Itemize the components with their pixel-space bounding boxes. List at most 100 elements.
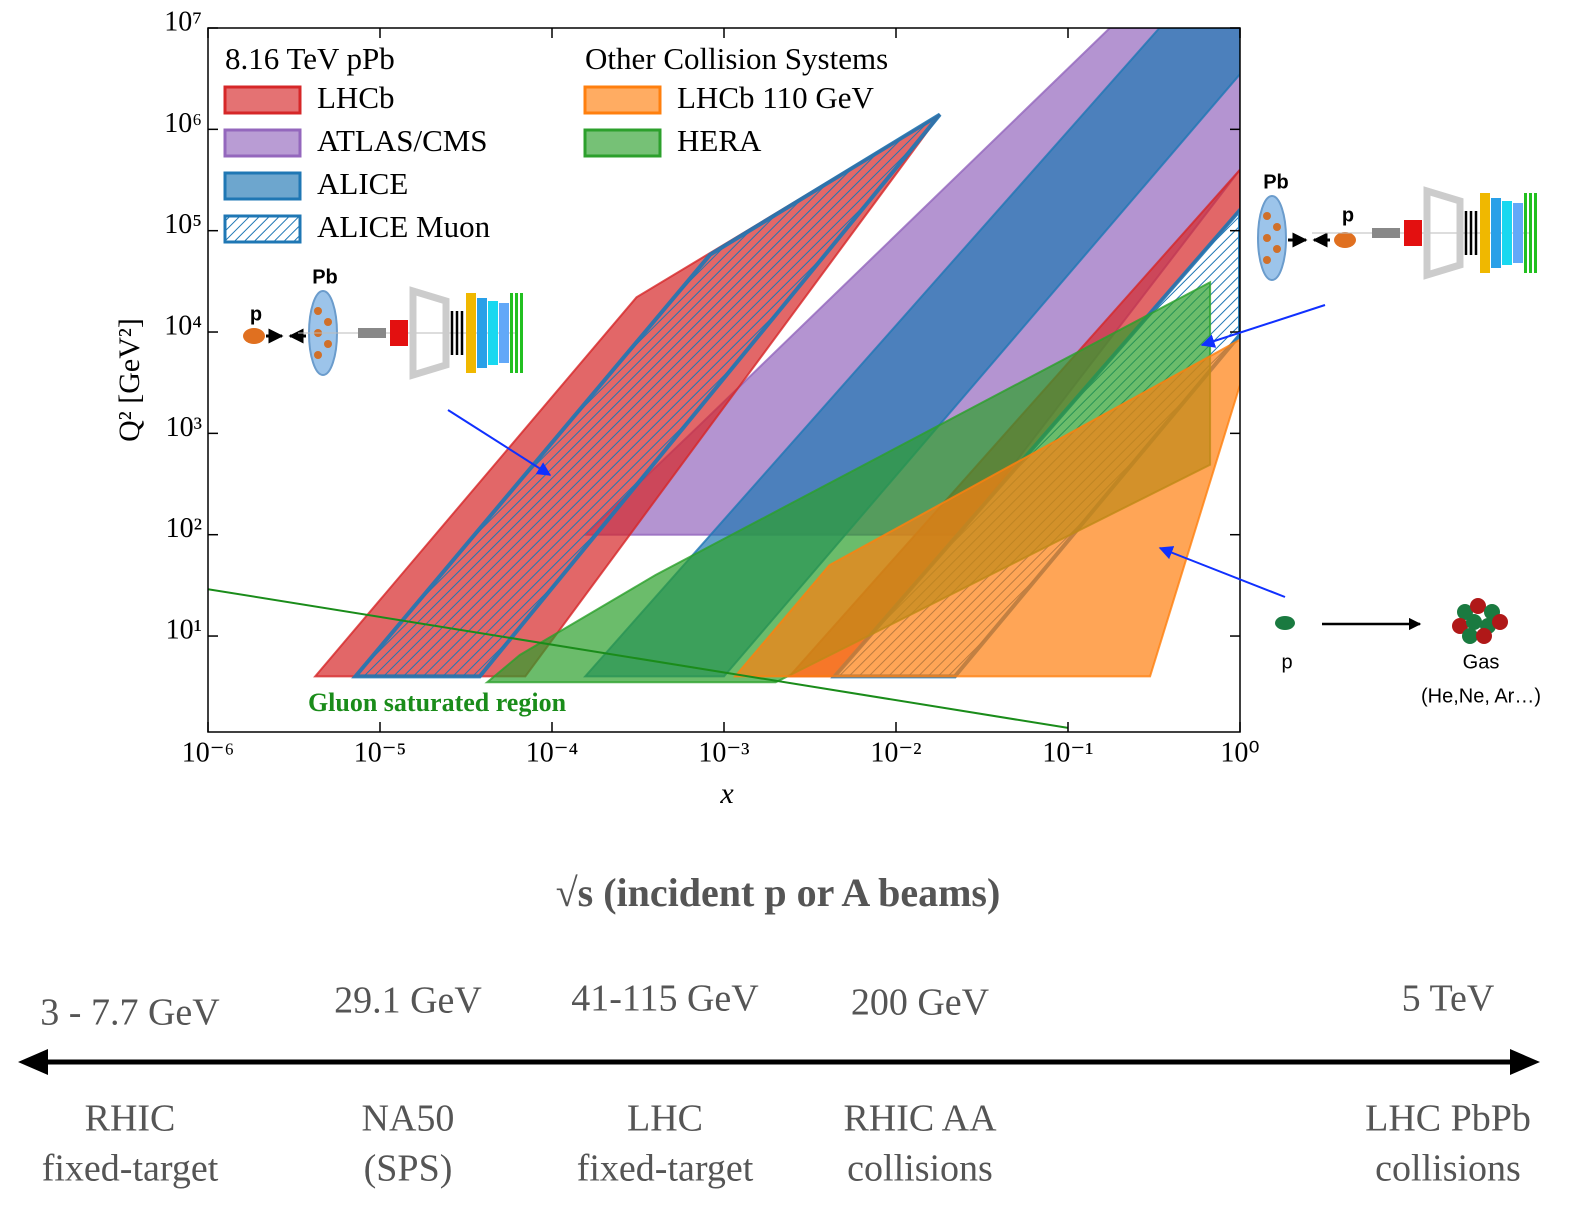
y-tick-label: 10¹ (166, 614, 202, 645)
diagram-label: p (250, 303, 262, 325)
diagram-label: (He,Ne, Ar…) (1421, 685, 1541, 707)
nucleon (314, 307, 322, 315)
nucleon (1273, 223, 1281, 231)
legend-swatch (223, 214, 302, 244)
pointer-arrow (1158, 546, 1286, 598)
proton (1334, 232, 1356, 248)
facility-label: LHC PbPb (1365, 1098, 1531, 1140)
legend-swatch (583, 85, 662, 115)
facility-label: LHC (627, 1098, 703, 1140)
muon-station (1524, 193, 1527, 273)
legend-label: ATLAS/CMS (317, 123, 488, 158)
x-tick-label: 10⁻² (870, 737, 921, 768)
x-tick-label: 10⁻⁵ (354, 737, 407, 768)
region (732, 338, 1240, 678)
y-tick-label: 10³ (166, 412, 202, 443)
muon-station (1529, 193, 1532, 273)
y-tick-label: 10⁷ (164, 6, 202, 37)
legend-swatch (223, 85, 302, 115)
facility-label: fixed-target (577, 1148, 754, 1190)
boundary-line (208, 588, 1069, 729)
diagram-label: Pb (312, 266, 338, 288)
diagram-label: Pb (1263, 171, 1289, 193)
nucleon (1263, 256, 1271, 264)
proton (1275, 616, 1295, 630)
facility-label: collisions (1375, 1148, 1521, 1190)
plot-area: Gluon saturated region 10⁻⁶ 10⁻⁵ 10⁻⁴ 10⁻³ 10… (164, 6, 1259, 768)
diagram-label: p (1281, 651, 1292, 673)
detector-bar (477, 298, 487, 368)
x-tick-label: 10⁻⁶ (182, 737, 235, 768)
dipole (1423, 186, 1464, 280)
proton (243, 328, 265, 344)
energy-label: 41-115 GeV (571, 978, 759, 1020)
absorber (1372, 228, 1400, 238)
facility-label: fixed-target (42, 1148, 219, 1190)
nucleon (324, 340, 332, 348)
muon-station (515, 293, 518, 373)
magnet (1404, 220, 1422, 246)
nucleon (324, 318, 332, 326)
legend-swatch (223, 128, 302, 158)
detector-bar (1491, 198, 1501, 268)
energy-label: 3 - 7.7 GeV (40, 992, 220, 1034)
diagram-label: p (1342, 204, 1354, 226)
nucleon (1263, 212, 1271, 220)
nucleus-part (1466, 614, 1482, 630)
legend-swatch (583, 128, 662, 158)
legend-label: ALICE Muon (317, 209, 491, 244)
legend-label: LHCb (317, 80, 395, 115)
facility-label: RHIC (85, 1098, 176, 1140)
nucleon (314, 351, 322, 359)
energy-label: 29.1 GeV (334, 980, 482, 1022)
x-axis-label: x (719, 777, 734, 810)
diagram-label: Gas (1463, 651, 1500, 673)
facility-label: collisions (847, 1148, 993, 1190)
detector-bar (499, 303, 509, 363)
nucleon (1263, 234, 1271, 242)
lead-ion (1257, 195, 1287, 281)
dipole (409, 286, 450, 380)
muon-station (1534, 193, 1537, 273)
pointer-arrow (1200, 304, 1326, 348)
muon-station (520, 293, 523, 373)
nucleus-part (1452, 618, 1468, 634)
legend-label: ALICE (317, 166, 408, 201)
arrow-head (1510, 1049, 1540, 1075)
legend-swatch (223, 171, 302, 201)
magnet (390, 320, 408, 346)
x-tick-label: 10⁻¹ (1042, 737, 1093, 768)
facility-label: NA50 (362, 1098, 455, 1140)
legend-label: HERA (677, 123, 762, 158)
y-tick-label: 10⁴ (164, 310, 202, 341)
legend-title: Other Collision Systems (585, 41, 888, 76)
detector-bar (466, 293, 476, 373)
nucleon (1273, 245, 1281, 253)
y-tick-label: 10² (166, 513, 202, 544)
facility-label: (SPS) (364, 1148, 453, 1190)
energy-label: 200 GeV (851, 982, 990, 1024)
arrow-head (18, 1049, 48, 1075)
absorber (358, 328, 386, 338)
detector-bar (1513, 203, 1523, 263)
detector-bar (1480, 193, 1490, 273)
scale-title: √s (incident p or A beams) (556, 870, 1001, 915)
x-tick-label: 10⁻⁴ (526, 737, 579, 768)
region (484, 280, 1212, 684)
y-tick-label: 10⁶ (164, 108, 202, 139)
detector-bar (488, 301, 498, 365)
nucleus-part (1492, 614, 1508, 630)
nucleus-part (1476, 628, 1492, 644)
regions (208, 28, 1240, 729)
legend-label: LHCb 110 GeV (677, 80, 874, 115)
nucleus-part (1462, 628, 1478, 644)
diagrams: p Pb Pb p p Gas (He,Ne, Ar…) (243, 171, 1541, 707)
muon-station (510, 293, 513, 373)
detector-bar (1502, 201, 1512, 265)
legend-title: 8.16 TeV pPb (225, 41, 395, 76)
hatched-region (351, 112, 942, 679)
energy-label: 5 TeV (1402, 978, 1495, 1020)
pointer-arrow (447, 409, 552, 476)
y-axis-label: Q² [GeV²] (113, 318, 146, 442)
